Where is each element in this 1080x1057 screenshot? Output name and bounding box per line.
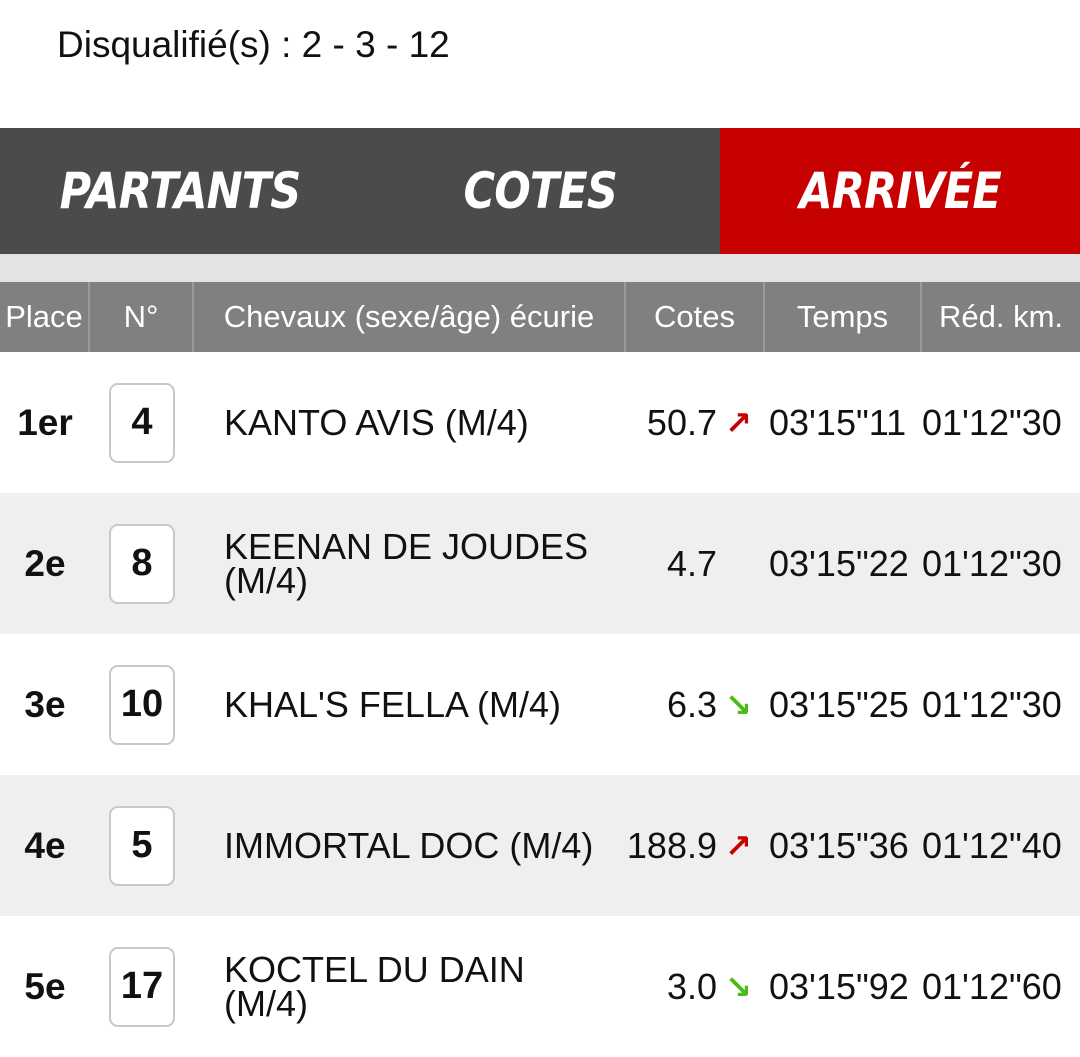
row-temps: 03'15"11 [769, 401, 907, 443]
row-temps: 03'15"92 [769, 965, 909, 1007]
row-num-cell: 4 [90, 352, 194, 493]
tab-arrivee-label: ARRIVÉE [799, 162, 1001, 220]
row-place: 5e [24, 965, 66, 1007]
header-place: Place [0, 282, 90, 352]
row-red-km: 01'12"30 [922, 683, 1062, 725]
row-red-km: 01'12"40 [922, 824, 1062, 866]
row-horse-cell: KHAL'S FELLA (M/4) [194, 634, 626, 775]
header-temps: Temps [765, 282, 922, 352]
table-row[interactable]: 2e 8 KEENAN DE JOUDES (M/4) 4.7↗ 03'15"2… [0, 493, 1080, 634]
header-num: N° [90, 282, 194, 352]
row-horse-cell: KANTO AVIS (M/4) [194, 352, 626, 493]
row-horse-cell: KOCTEL DU DAIN (M/4) [194, 916, 626, 1057]
header-horse: Chevaux (sexe/âge) écurie [194, 282, 626, 352]
row-num-cell: 10 [90, 634, 194, 775]
row-cote-cell: 50.7 ↗ [626, 352, 765, 493]
table-row[interactable]: 3e 10 KHAL'S FELLA (M/4) 6.3 ↘ 03'15"25 0… [0, 634, 1080, 775]
header-red-km: Réd. km. [938, 299, 1064, 334]
row-num-cell: 8 [90, 493, 194, 634]
horse-number-badge: 8 [109, 523, 175, 604]
tab-cotes[interactable]: COTES [360, 128, 720, 254]
row-cote-cell: 3.0 ↘ [626, 916, 765, 1057]
row-place: 3e [24, 683, 66, 725]
horse-number-badge: 10 [109, 664, 175, 745]
horse-name: KOCTEL DU DAIN (M/4) [224, 948, 525, 1024]
cote-value: 50.7 [646, 401, 717, 443]
row-temps: 03'15"36 [769, 824, 909, 866]
tab-arrivee[interactable]: ARRIVÉE [720, 128, 1080, 264]
separator [0, 254, 1080, 282]
horse-name: KHAL'S FELLA (M/4) [224, 683, 561, 725]
row-num-cell: 17 [90, 916, 194, 1057]
table-header: Place N° Chevaux (sexe/âge) écurie Cotes… [0, 282, 1080, 352]
tab-bar: PARTANTS COTES ARRIVÉE [0, 128, 1080, 264]
row-cote-cell: 188.9 ↗ [626, 775, 765, 916]
row-temps: 03'15"25 [769, 683, 909, 725]
horse-number-badge: 5 [109, 805, 175, 886]
horse-number-badge: 17 [109, 946, 175, 1027]
table-row[interactable]: 4e 5 IMMORTAL DOC (M/4) 188.9 ↗ 03'15"36 … [0, 775, 1080, 916]
row-temps: 03'15"22 [769, 542, 909, 584]
row-cote-cell: 6.3 ↘ [626, 634, 765, 775]
tab-cotes-label: COTES [463, 162, 617, 220]
row-cote-cell: 4.7↗ [626, 493, 765, 634]
row-place: 2e [24, 542, 66, 584]
row-red-km: 01'12"30 [922, 542, 1062, 584]
cote-value: 4.7 [666, 542, 717, 584]
table-row[interactable]: 1er 4 KANTO AVIS (M/4) 50.7 ↗ 03'15"11 01… [0, 352, 1080, 493]
table-row[interactable]: 5e 17 KOCTEL DU DAIN (M/4) 3.0 ↘ 03'15"92… [0, 916, 1080, 1057]
row-red-km: 01'12"30 [922, 401, 1062, 443]
arrow-down-right-icon: ↘ [725, 968, 752, 1005]
horse-number-badge: 4 [109, 382, 175, 463]
horse-name: IMMORTAL DOC (M/4) [224, 824, 594, 866]
tab-partants[interactable]: PARTANTS [0, 128, 360, 254]
arrow-down-right-icon: ↘ [725, 686, 752, 723]
horse-name: KANTO AVIS (M/4) [224, 401, 529, 443]
row-place: 1er [17, 401, 73, 443]
results-table: 1er 4 KANTO AVIS (M/4) 50.7 ↗ 03'15"11 01… [0, 352, 1080, 1057]
arrow-up-right-icon: ↗ [725, 827, 752, 864]
disqualified-text: Disqualifié(s) : 2 - 3 - 12 [57, 24, 450, 65]
row-num-cell: 5 [90, 775, 194, 916]
row-place: 4e [24, 824, 66, 866]
tab-partants-label: PARTANTS [59, 162, 302, 220]
cote-value: 3.0 [666, 965, 717, 1007]
row-horse-cell: IMMORTAL DOC (M/4) [194, 775, 626, 916]
row-red-km: 01'12"60 [922, 965, 1062, 1007]
cote-value: 188.9 [626, 824, 717, 866]
cote-value: 6.3 [666, 683, 717, 725]
arrow-up-right-icon: ↗ [725, 404, 752, 441]
header-cotes: Cotes [626, 282, 765, 352]
horse-name: KEENAN DE JOUDES (M/4) [224, 525, 589, 601]
row-horse-cell: KEENAN DE JOUDES (M/4) [194, 493, 626, 634]
